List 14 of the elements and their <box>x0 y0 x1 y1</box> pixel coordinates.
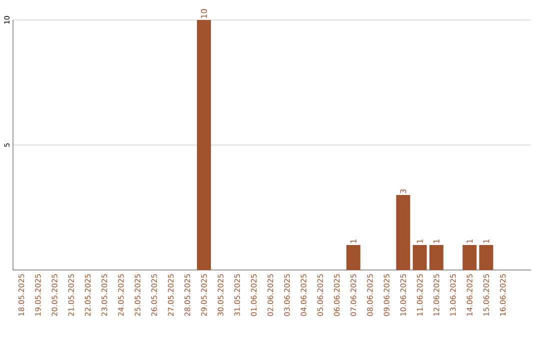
data-label: 1 <box>483 239 490 243</box>
data-label: 1 <box>466 239 472 243</box>
bar <box>462 245 477 270</box>
bar <box>412 245 427 270</box>
data-label: 10 <box>200 9 207 18</box>
bar <box>479 245 494 270</box>
data-label: 1 <box>350 239 356 243</box>
bar <box>196 20 211 270</box>
bar <box>396 195 410 270</box>
data-label: 1 <box>416 239 423 243</box>
data-label: 3 <box>400 189 406 194</box>
bar <box>346 245 360 270</box>
bar <box>429 245 444 270</box>
data-label: 1 <box>433 239 440 243</box>
